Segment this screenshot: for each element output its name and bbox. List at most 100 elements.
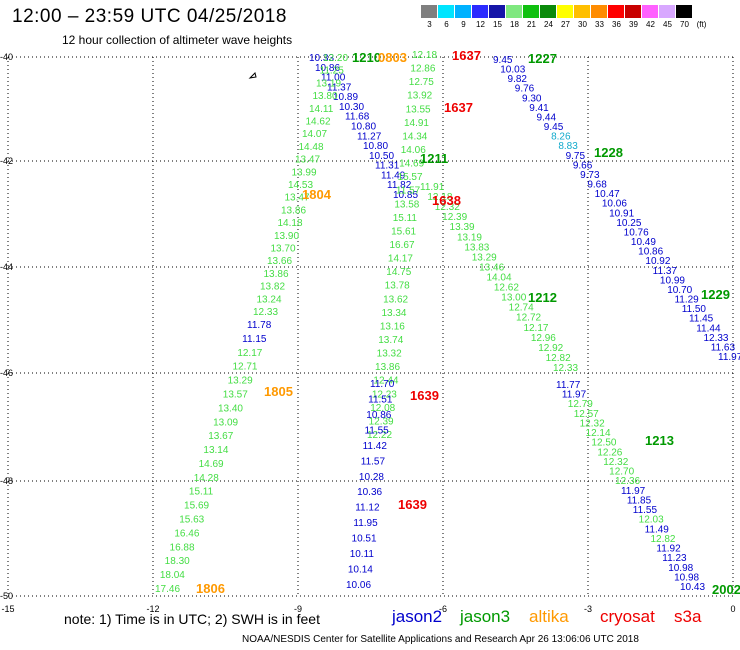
swh-value-track4: 13.62 [383,294,408,305]
swh-value-track8: 10.86 [638,247,663,258]
lon-tick-label: -3 [584,604,592,614]
swh-value-track4: 13.32 [377,349,402,360]
swh-value-track2: 14.07 [302,129,327,140]
swh-value-track4: 13.34 [381,308,406,319]
swh-value-track1: 10.33 [309,53,334,64]
legend-label-10: 33 [595,20,604,29]
swh-value-track3: 16.46 [174,528,199,539]
swh-value-track5: 11.42 [363,441,388,452]
swh-value-track7: 12.79 [568,399,593,410]
swh-value-track1: 10.86 [315,63,340,74]
swh-value-track8: 9.68 [587,180,607,191]
legend-swatch-10 [591,5,608,18]
swh-value-track8: 9.82 [508,74,528,85]
swh-value-track6: 13.00 [501,293,526,304]
swh-value-track8: 9.73 [580,170,600,181]
swh-value-track8: 10.92 [645,256,670,267]
pass-time-label: 1639 [410,388,439,403]
lon-tick-label: 0 [730,604,735,614]
swh-value-track3: 12.71 [232,362,257,373]
legend-label-2: 9 [461,20,466,29]
swh-value-track4: 14.91 [404,118,429,129]
swh-value-track6: 12.62 [494,283,519,294]
swh-value-track7: 11.97 [621,486,646,497]
swh-value-track1: 10.50 [369,151,394,162]
swh-value-track5: 10.28 [359,472,384,483]
swh-value-track4: 13.16 [380,321,405,332]
legend-label-5: 18 [510,20,519,29]
swh-value-track1: 10.80 [351,122,376,133]
lon-tick-label: -9 [294,604,302,614]
swh-value-track5: 11.51 [368,394,393,405]
swh-value-track1: 11.27 [357,131,382,142]
swh-value-track6: 12.33 [553,363,578,374]
swh-value-track7: 12.82 [650,534,675,545]
pass-time-label: 1637 [444,100,473,115]
legend-label-16: (ft) [696,20,707,29]
swh-value-track1: 11.68 [345,112,370,123]
legend-swatch-11 [608,5,625,18]
swh-value-track7: 11.49 [645,524,670,535]
footer-note: note: 1) Time is in UTC; 2) SWH is in fe… [64,611,320,627]
swh-value-track8: 12.33 [703,333,728,344]
swh-value-track4: 12.22 [367,430,392,441]
legend-label-7: 24 [544,20,553,29]
swh-value-track1: 10.85 [393,190,418,201]
swh-value-track4: 15.57 [398,172,423,183]
swh-value-track6: 14.04 [487,273,512,284]
swh-value-track1: 10.30 [339,102,364,113]
pass-time-label: 1212 [528,290,557,305]
swh-value-track8: 10.06 [602,199,627,210]
legend-swatch-3 [472,5,489,18]
swh-value-track8: 11.29 [674,295,699,306]
lon-tick-label: -6 [439,604,447,614]
swh-value-track6: 13.29 [472,252,497,263]
swh-value-track8: 10.25 [616,218,641,229]
swh-value-track8: 9.45 [544,122,564,133]
swh-value-track3: 13.14 [203,445,228,456]
sat-name-cryosat: cryosat [600,607,655,626]
swh-value-track6: 12.39 [442,212,467,223]
swh-value-track7: 10.98 [674,572,699,583]
swh-value-track4: 12.18 [412,50,437,61]
swh-value-track4: 12.08 [370,403,395,414]
swh-value-track4: 13.78 [385,281,410,292]
swh-value-track8: 10.91 [609,208,634,219]
swh-value-track8: 9.75 [566,151,586,162]
swh-value-track4: 15.11 [393,213,418,224]
pass-time-label: 1211 [420,151,448,166]
pass-time-label: 1806 [196,581,225,596]
swh-value-track4: 12.23 [372,389,397,400]
swh-value-track7: 11.97 [562,390,587,401]
legend-swatch-7 [540,5,557,18]
legend-label-1: 6 [444,20,449,29]
legend-label-4: 15 [493,20,502,29]
swh-value-track2: 13.86 [281,205,306,216]
swh-value-track4: 16.67 [390,240,415,251]
swh-value-track7: 11.77 [556,380,581,391]
swh-value-track1: 10.89 [333,92,358,103]
swh-value-track2: 13.70 [271,244,296,255]
swh-value-track4: 12.75 [409,77,434,88]
legend-swatch-0 [421,5,438,18]
swh-value-track6: 12.92 [538,343,563,354]
swh-value-track6: 13.19 [457,232,482,243]
swh-value-track4: 12.86 [410,64,435,75]
swh-value-track3: 15.63 [179,515,204,526]
swh-value-track4: 13.92 [407,91,432,102]
legend-swatch-4 [489,5,506,18]
swh-value-track3: 13.29 [228,376,253,387]
swh-value-track4: 14.17 [388,254,413,265]
legend-label-6: 21 [527,20,536,29]
pass-time-label: 1638 [432,193,461,208]
swh-value-track3: 18.04 [160,570,185,581]
swh-value-track8: 11.97 [718,352,740,363]
pass-time-label: 2002 [712,582,740,597]
swh-value-track5: 11.12 [355,503,380,514]
swh-value-track4: 13.74 [378,335,403,346]
swh-value-track1: 11.82 [387,180,412,191]
swh-value-track4: 12.39 [369,416,394,427]
swh-value-track6: 12.32 [435,202,460,213]
swh-value-track6: 12.72 [516,313,541,324]
sat-name-jason3: jason3 [460,607,511,626]
